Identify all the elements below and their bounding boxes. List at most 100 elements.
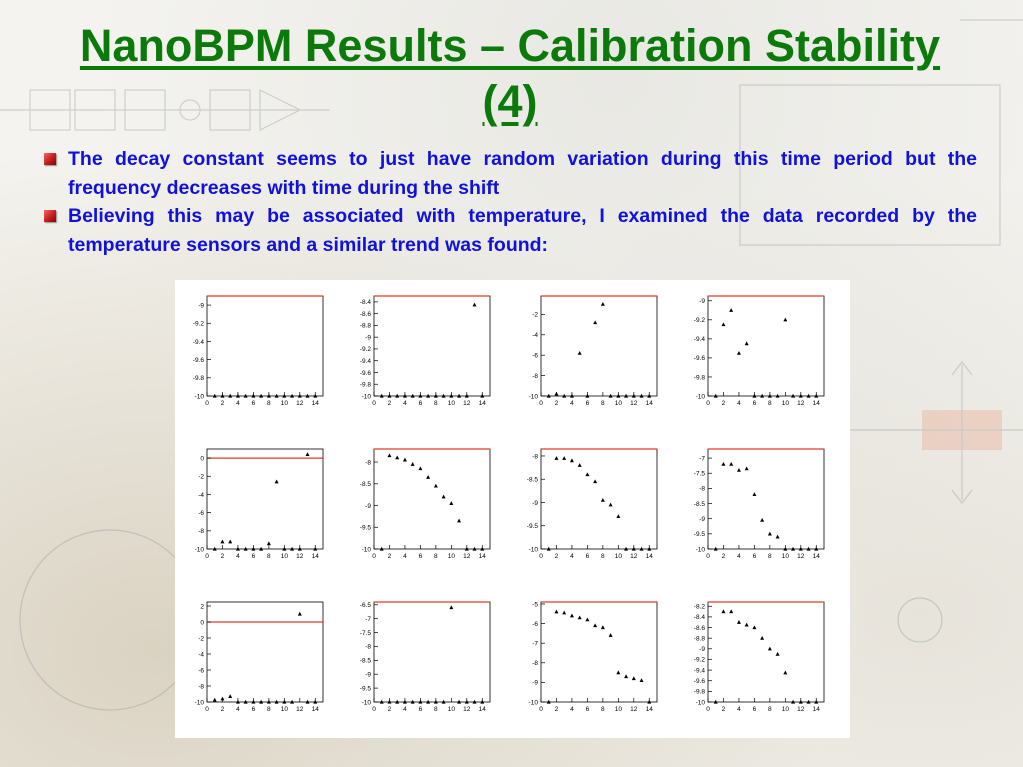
bullet-text: Believing this may be associated with te… (68, 205, 977, 256)
y-tick-label: 2 (200, 603, 204, 610)
data-point (395, 393, 400, 398)
y-tick-label: -9.2 (360, 346, 372, 353)
x-tick-label: 10 (281, 553, 289, 560)
data-point (480, 546, 485, 551)
y-tick-label: -9 (198, 302, 204, 309)
scatter-chart: 0 2 4 6 8 10 12 14 -9 -9.2 -9.4 -9.6 -9.8 -10 (694, 295, 825, 407)
data-point (616, 670, 621, 675)
data-point (220, 539, 225, 544)
y-tick-label: -7 (532, 640, 538, 647)
y-tick-label: 0 (200, 619, 204, 626)
x-tick-label: 14 (312, 706, 320, 713)
data-point (395, 455, 400, 460)
x-tick-label: 10 (448, 706, 456, 713)
y-tick-label: -9 (365, 334, 371, 341)
y-tick-label: -8 (198, 683, 204, 690)
data-point (554, 456, 559, 460)
data-point (767, 531, 772, 536)
x-tick-label: 14 (813, 400, 821, 407)
plot-panel: 0 2 4 6 8 10 12 14 -9 -9.2 -9.4 -9.6 -9.8 -10 0 2 4 6 8 10 1… (175, 280, 850, 738)
data-point (259, 699, 264, 704)
scatter-chart: 0 2 4 6 8 10 12 14 -7 -7.5 -8 -8.5 -9 -9.5 -10 (694, 448, 825, 560)
x-tick-label: 12 (630, 706, 638, 713)
data-point (554, 391, 559, 396)
y-tick-label: -9.6 (694, 355, 706, 362)
x-tick-label: 8 (601, 400, 605, 407)
y-tick-label: -8.4 (360, 299, 372, 306)
y-tick-label: -7.5 (360, 630, 372, 637)
data-point (814, 546, 819, 551)
x-tick-label: 8 (768, 553, 772, 560)
data-point (464, 699, 469, 704)
data-point (282, 393, 287, 398)
y-tick-label: -9.8 (694, 374, 706, 381)
x-tick-label: 10 (615, 706, 623, 713)
x-tick-label: 10 (448, 400, 456, 407)
data-point (282, 546, 287, 551)
y-tick-label: -10 (362, 546, 372, 553)
data-point (798, 546, 803, 551)
x-tick-label: 2 (388, 553, 392, 560)
y-tick-label: -4 (198, 651, 204, 658)
data-point (379, 546, 384, 551)
data-point (305, 393, 310, 398)
data-point (274, 479, 279, 484)
data-point (647, 699, 652, 704)
data-point (305, 452, 310, 457)
y-tick-label: -8.8 (694, 635, 706, 642)
data-point (647, 546, 652, 551)
data-point (798, 393, 803, 398)
x-tick-label: 0 (372, 553, 376, 560)
y-tick-label: -8.5 (360, 481, 372, 488)
data-point (290, 546, 295, 551)
data-point (243, 546, 248, 551)
data-point (775, 534, 780, 539)
x-tick-label: 14 (479, 400, 487, 407)
data-point (259, 393, 264, 398)
y-tick-label: -6 (198, 510, 204, 517)
data-point (593, 320, 598, 325)
y-tick-label: -8.5 (360, 658, 372, 665)
x-tick-label: 10 (782, 400, 790, 407)
y-tick-label: -10 (529, 393, 539, 400)
data-point (472, 546, 477, 551)
x-tick-label: 12 (296, 553, 304, 560)
x-tick-label: 14 (646, 553, 654, 560)
data-point (721, 609, 726, 614)
x-tick-label: 12 (797, 400, 805, 407)
y-tick-label: -8 (532, 660, 538, 667)
y-tick-label: -10 (696, 699, 706, 706)
data-point (806, 546, 811, 551)
x-tick-label: 6 (753, 706, 757, 713)
plot-frame (707, 601, 825, 703)
plot-frame (707, 295, 825, 397)
x-tick-label: 8 (601, 553, 605, 560)
data-point (410, 462, 415, 466)
data-point (546, 546, 551, 551)
y-tick-label: -9.2 (193, 321, 205, 328)
data-point (480, 699, 485, 704)
scatter-chart: 0 2 4 6 8 10 12 14 -9 -9.2 -9.4 -9.6 -9.8 -10 (193, 295, 324, 407)
data-point (235, 546, 240, 551)
y-tick-label: -8 (365, 459, 371, 466)
x-tick-label: 8 (434, 706, 438, 713)
x-tick-label: 6 (753, 553, 757, 560)
y-tick-label: -9 (699, 646, 705, 653)
data-point (600, 625, 605, 630)
data-point (585, 472, 590, 477)
data-point (464, 546, 469, 551)
data-point (736, 620, 741, 624)
data-point (767, 393, 772, 398)
x-tick-label: 4 (236, 706, 240, 713)
data-point (600, 301, 605, 306)
data-point (387, 393, 392, 398)
y-tick-label: -9.5 (360, 525, 372, 532)
x-tick-label: 8 (768, 706, 772, 713)
data-point (562, 456, 567, 460)
data-point (624, 546, 629, 551)
y-tick-label: -6 (198, 667, 204, 674)
data-point (713, 393, 718, 398)
data-point (713, 546, 718, 551)
data-point (569, 393, 574, 398)
x-tick-label: 14 (813, 706, 821, 713)
